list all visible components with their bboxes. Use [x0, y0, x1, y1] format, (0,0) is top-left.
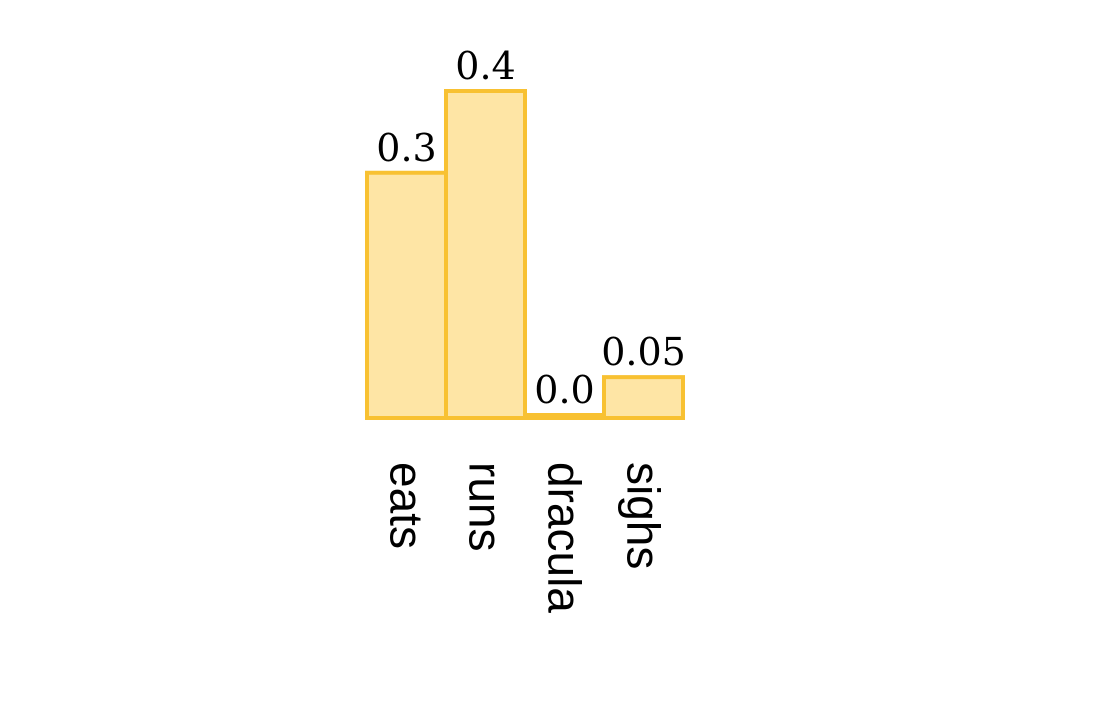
category-label-dracula: dracula	[539, 462, 591, 613]
category-label-runs: runs	[460, 462, 512, 551]
bar-sighs	[602, 375, 685, 420]
bar-eats	[365, 170, 448, 420]
category-label-eats: eats	[381, 462, 433, 549]
bars-layer	[365, 89, 685, 420]
value-labels-layer: 0.3 0.4 0.00.05	[376, 44, 686, 412]
category-label-sighs: sighs	[618, 462, 670, 569]
category-labels-layer: eats runs dracula sighs	[381, 462, 670, 613]
bar-dracula	[523, 413, 606, 420]
value-label-sighs: 0.05	[601, 330, 686, 374]
value-label-runs: 0.4	[455, 44, 515, 88]
value-label-dracula: 0.0	[534, 368, 594, 412]
bar-runs	[444, 89, 527, 420]
value-label-eats: 0.3	[376, 126, 436, 170]
